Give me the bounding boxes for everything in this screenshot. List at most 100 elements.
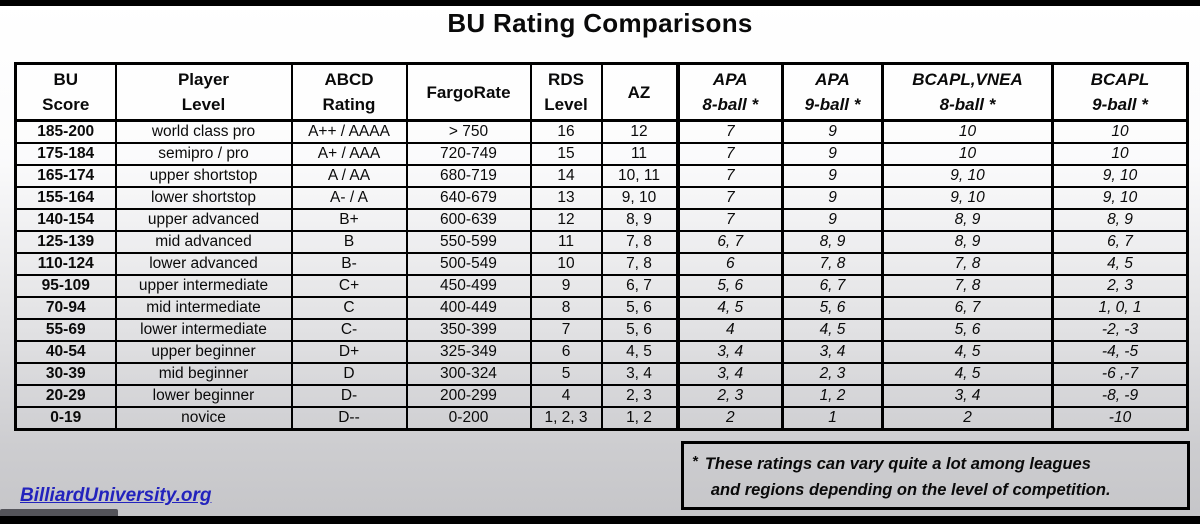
page-title: BU Rating Comparisons (447, 8, 753, 38)
footnote-line-1: These ratings can vary quite a lot among… (704, 455, 1091, 473)
cell-fargorate: 200-299 (405, 384, 532, 408)
col-header-bu-score: BU Score (14, 62, 117, 122)
cell-apa-9ball: 9 (781, 142, 884, 166)
table-row: 155-164 lower shortstop A- / A 640-679 13 9, … (14, 186, 1189, 210)
cell-bcapl-vnea-8ball: 2 (881, 406, 1054, 431)
cell-bcapl-9ball: 10 (1051, 142, 1189, 166)
letterbox-bottom-bar (0, 516, 1200, 524)
cell-bcapl-vnea-8ball: 10 (881, 142, 1054, 166)
cell-apa-9ball: 9 (781, 164, 884, 188)
cell-bcapl-9ball: 8, 9 (1051, 208, 1189, 232)
cell-apa-9ball: 7, 8 (781, 252, 884, 276)
table-row: 140-154 upper advanced B+ 600-639 12 8, 9 7 9 8,… (14, 208, 1189, 232)
cell-az: 9, 10 (600, 186, 679, 210)
cell-fargorate: 680-719 (405, 164, 532, 188)
cell-bu-score: 155-164 (14, 186, 117, 210)
cell-bcapl-vnea-8ball: 6, 7 (881, 296, 1054, 320)
cell-fargorate: 500-549 (405, 252, 532, 276)
table-row: 185-200 world class pro A++ / AAAA > 750 16 1… (14, 119, 1189, 144)
cell-bu-score: 185-200 (14, 119, 117, 144)
cell-rds-level: 12 (529, 208, 603, 232)
cell-fargorate: 600-639 (405, 208, 532, 232)
cell-player-level: lower intermediate (114, 318, 293, 342)
cell-bu-score: 0-19 (14, 406, 117, 431)
cell-abcd-rating: D- (290, 384, 408, 408)
cell-bcapl-vnea-8ball: 4, 5 (881, 362, 1054, 386)
cell-az: 5, 6 (600, 296, 679, 320)
table-row: 110-124 lower advanced B- 500-549 10 7, 8 6 7, … (14, 252, 1189, 276)
cell-az: 2, 3 (600, 384, 679, 408)
cell-player-level: upper advanced (114, 208, 293, 232)
cell-abcd-rating: A / AA (290, 164, 408, 188)
cell-player-level: mid advanced (114, 230, 293, 254)
cell-bcapl-9ball: 6, 7 (1051, 230, 1189, 254)
cell-bu-score: 40-54 (14, 340, 117, 364)
cell-apa-8ball: 6 (675, 252, 784, 276)
cell-az: 10, 11 (600, 164, 679, 188)
cell-rds-level: 8 (529, 296, 603, 320)
cell-player-level: lower shortstop (114, 186, 293, 210)
table-row: 20-29 lower beginner D- 200-299 4 2, 3 2, 3 1, … (14, 384, 1189, 408)
cell-fargorate: 300-324 (405, 362, 532, 386)
cell-apa-8ball: 7 (675, 142, 784, 166)
cell-bcapl-9ball: 9, 10 (1051, 186, 1189, 210)
cell-fargorate: 400-449 (405, 296, 532, 320)
table-row: 40-54 upper beginner D+ 325-349 6 4, 5 3, 4 3, … (14, 340, 1189, 364)
cell-bcapl-vnea-8ball: 7, 8 (881, 252, 1054, 276)
cell-bcapl-vnea-8ball: 4, 5 (881, 340, 1054, 364)
cell-bcapl-9ball: 4, 5 (1051, 252, 1189, 276)
cell-abcd-rating: A++ / AAAA (290, 119, 408, 144)
cell-bcapl-vnea-8ball: 9, 10 (881, 186, 1054, 210)
cell-abcd-rating: C (290, 296, 408, 320)
cell-apa-8ball: 3, 4 (675, 362, 784, 386)
cell-apa-9ball: 8, 9 (781, 230, 884, 254)
cell-az: 7, 8 (600, 230, 679, 254)
cell-apa-9ball: 1 (781, 406, 884, 431)
cell-apa-9ball: 1, 2 (781, 384, 884, 408)
billiard-university-link[interactable]: BilliardUniversity.org (20, 485, 212, 506)
cell-player-level: lower advanced (114, 252, 293, 276)
cell-fargorate: 350-399 (405, 318, 532, 342)
cell-player-level: world class pro (114, 119, 293, 144)
cell-bu-score: 30-39 (14, 362, 117, 386)
table-row: 0-19 novice D-- 0-200 1, 2, 3 1, 2 2 1 2 -10 (14, 406, 1189, 431)
cell-abcd-rating: D-- (290, 406, 408, 431)
table-row: 125-139 mid advanced B 550-599 11 7, 8 6, 7 8, … (14, 230, 1189, 254)
cell-player-level: mid intermediate (114, 296, 293, 320)
cell-az: 12 (600, 119, 679, 144)
cell-az: 8, 9 (600, 208, 679, 232)
table-row: 95-109 upper intermediate C+ 450-499 9 6, 7 5,… (14, 274, 1189, 298)
cell-apa-9ball: 6, 7 (781, 274, 884, 298)
cell-abcd-rating: A+ / AAA (290, 142, 408, 166)
table-row: 70-94 mid intermediate C 400-449 8 5, 6 4, 5 5,… (14, 296, 1189, 320)
cell-rds-level: 11 (529, 230, 603, 254)
col-header-apa-9ball: APA 9-ball * (781, 62, 884, 122)
table-row: 165-174 upper shortstop A / AA 680-719 14 10,… (14, 164, 1189, 188)
cell-bcapl-vnea-8ball: 9, 10 (881, 164, 1054, 188)
cell-rds-level: 7 (529, 318, 603, 342)
cell-bcapl-9ball: -6 ,-7 (1051, 362, 1189, 386)
asterisk-marker: * (692, 453, 698, 470)
cell-apa-9ball: 4, 5 (781, 318, 884, 342)
ratings-table: BU Score Player Level ABCD Rating FargoRate RDS… (14, 62, 1189, 431)
cell-fargorate: 550-599 (405, 230, 532, 254)
cell-apa-8ball: 6, 7 (675, 230, 784, 254)
cell-apa-8ball: 2, 3 (675, 384, 784, 408)
cell-apa-8ball: 5, 6 (675, 274, 784, 298)
cell-bcapl-vnea-8ball: 5, 6 (881, 318, 1054, 342)
cell-player-level: upper intermediate (114, 274, 293, 298)
cell-az: 4, 5 (600, 340, 679, 364)
col-header-fargorate: FargoRate (405, 62, 532, 122)
cell-bu-score: 95-109 (14, 274, 117, 298)
cell-abcd-rating: C- (290, 318, 408, 342)
cell-bcapl-9ball: 9, 10 (1051, 164, 1189, 188)
cell-abcd-rating: C+ (290, 274, 408, 298)
cell-bcapl-vnea-8ball: 3, 4 (881, 384, 1054, 408)
cell-player-level: novice (114, 406, 293, 431)
cell-bcapl-9ball: -8, -9 (1051, 384, 1189, 408)
cell-bu-score: 20-29 (14, 384, 117, 408)
video-progress-bar[interactable] (0, 509, 118, 519)
cell-fargorate: 720-749 (405, 142, 532, 166)
cell-player-level: lower beginner (114, 384, 293, 408)
cell-bu-score: 70-94 (14, 296, 117, 320)
